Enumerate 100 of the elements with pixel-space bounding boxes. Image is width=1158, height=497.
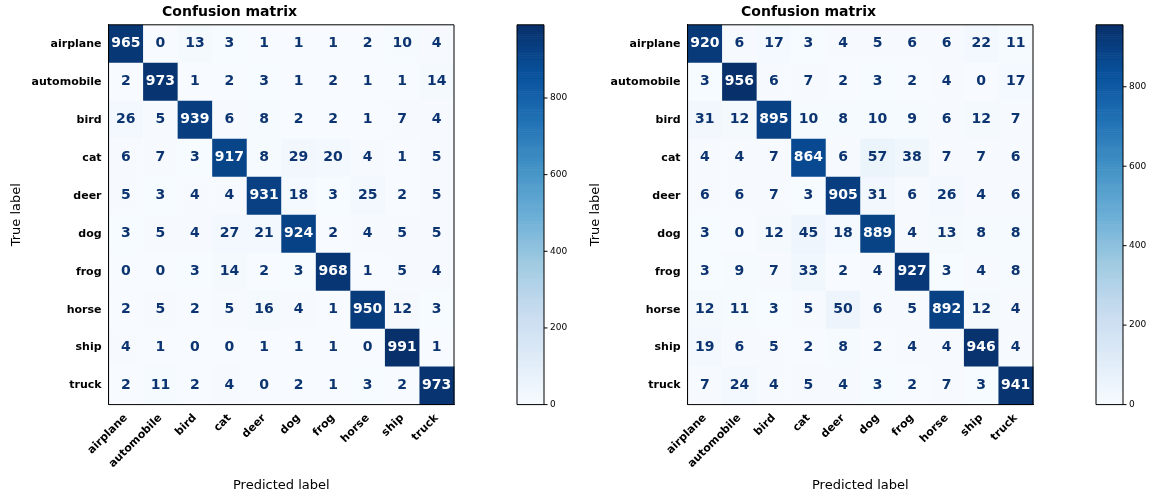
data-label: 7	[769, 186, 779, 203]
data-label: 3	[941, 262, 952, 279]
data-label: 917	[214, 148, 245, 165]
data-label: 3	[803, 186, 814, 203]
data-label: 5	[120, 186, 131, 203]
data-label: 1	[293, 338, 304, 355]
data-label: 6	[734, 338, 745, 355]
x-tick-label: cat	[210, 411, 234, 434]
data-label: 2	[397, 186, 408, 203]
data-label: 14	[426, 72, 447, 89]
y-tick-label: truck	[648, 378, 682, 392]
y-tick-label: airplane	[50, 36, 102, 50]
data-label: 17	[764, 34, 784, 51]
data-label: 0	[224, 338, 235, 355]
data-label: 4	[941, 338, 952, 355]
data-label: 965	[111, 34, 141, 51]
data-label: 2	[838, 72, 848, 89]
data-label: 11	[1005, 34, 1026, 51]
data-label: 7	[769, 262, 779, 279]
data-label: 973	[422, 376, 452, 393]
data-label: 7	[941, 148, 952, 165]
data-label: 8	[259, 148, 269, 165]
data-label: 10	[798, 110, 819, 127]
data-label: 4	[1010, 300, 1021, 317]
data-label: 21	[254, 224, 274, 241]
data-label: 2	[190, 376, 200, 393]
y-tick-label: frog	[75, 264, 102, 278]
data-label: 4	[224, 376, 235, 393]
data-label: 5	[397, 224, 408, 241]
data-label: 12	[971, 110, 991, 127]
data-label: 7	[1010, 110, 1021, 127]
data-label: 2	[120, 376, 131, 393]
data-label: 7	[155, 148, 166, 165]
data-label: 4	[872, 262, 883, 279]
data-label: 7	[803, 72, 814, 89]
y-tick-label: airplane	[629, 36, 681, 50]
data-label: 5	[224, 300, 235, 317]
data-label: 1	[431, 338, 442, 355]
y-tick-label: deer	[73, 188, 103, 202]
y-tick-label: deer	[652, 188, 682, 202]
data-label: 1	[155, 338, 166, 355]
data-label: 6	[734, 186, 745, 203]
data-label: 50	[833, 300, 854, 317]
data-label: 4	[976, 262, 987, 279]
data-label: 10	[392, 34, 413, 51]
data-label: 892	[932, 300, 962, 317]
y-tick-label: cat	[82, 150, 102, 164]
data-label: 38	[902, 148, 922, 165]
data-label: 4	[431, 110, 442, 127]
x-tick-label: cat	[789, 411, 813, 434]
data-label: 4	[190, 186, 201, 203]
data-label: 1	[190, 72, 200, 89]
data-label: 0	[190, 338, 201, 355]
data-label: 941	[1001, 376, 1031, 393]
data-label: 1	[362, 72, 373, 89]
data-label: 0	[976, 72, 987, 89]
data-label: 19	[695, 338, 715, 355]
data-label: 3	[699, 224, 710, 241]
data-label: 905	[828, 186, 858, 203]
data-label: 6	[120, 148, 131, 165]
x-axis-title: Predicted label	[232, 476, 330, 492]
data-label: 5	[155, 110, 166, 127]
y-tick-label: dog	[657, 226, 681, 240]
data-label: 1	[259, 34, 269, 51]
color-bar-label: 200	[550, 322, 568, 333]
data-label: 4	[699, 148, 710, 165]
data-label: 11	[150, 376, 171, 393]
data-label: 0	[362, 338, 373, 355]
data-label: 20	[323, 148, 344, 165]
data-label: 5	[769, 338, 779, 355]
data-label: 5	[872, 34, 883, 51]
data-label: 12	[695, 300, 715, 317]
data-label: 931	[249, 186, 279, 203]
color-bar-label: 800	[550, 92, 568, 103]
data-label: 22	[971, 34, 991, 51]
data-label: 2	[907, 72, 917, 89]
data-label: 8	[838, 338, 848, 355]
data-label: 4	[362, 224, 373, 241]
color-bar-label: 200	[1129, 319, 1147, 330]
data-label: 5	[907, 300, 917, 317]
data-label: 8	[838, 110, 848, 127]
y-tick-label: frog	[654, 264, 681, 278]
color-bar-label: 400	[550, 245, 568, 256]
data-label: 14	[219, 262, 240, 279]
data-label: 0	[155, 34, 166, 51]
data-label: 3	[769, 300, 779, 317]
data-label: 2	[259, 262, 269, 279]
data-label: 8	[1010, 262, 1021, 279]
data-label: 6	[224, 110, 235, 127]
data-label: 2	[397, 376, 408, 393]
data-label: 6	[907, 186, 917, 203]
data-label: 927	[897, 262, 927, 279]
data-label: 946	[966, 338, 996, 355]
data-label: 889	[862, 224, 893, 241]
data-label: 7	[397, 110, 408, 127]
data-label: 2	[328, 110, 338, 127]
data-label: 5	[431, 186, 442, 203]
data-label: 2	[293, 376, 304, 393]
data-label: 31	[695, 110, 715, 127]
data-label: 33	[798, 262, 819, 279]
